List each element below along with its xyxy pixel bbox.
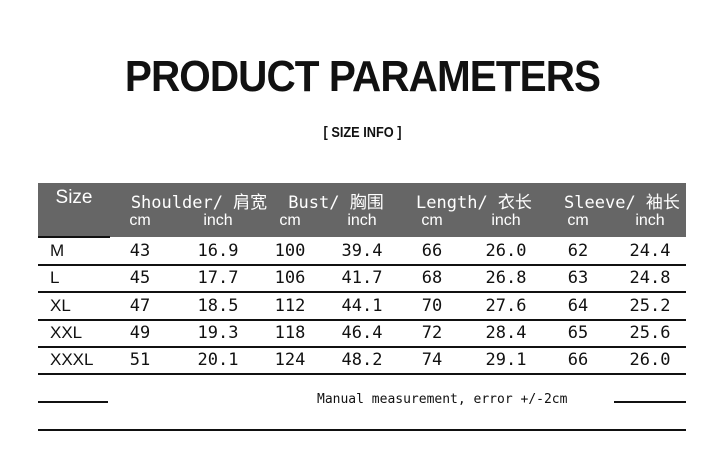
table-cell: 72 [421, 322, 443, 343]
header-sleeve: Sleeve/ 袖长 [564, 193, 680, 213]
table-cell: 46.4 [341, 322, 383, 343]
table-cell: 26.0 [629, 350, 671, 371]
unit-label: cm [421, 212, 443, 229]
table-header [38, 183, 686, 237]
table-cell: 112 [274, 295, 306, 316]
table-cell: 29.1 [485, 350, 527, 371]
table-cell: 106 [274, 268, 306, 289]
row-divider [38, 318, 686, 321]
divider [38, 429, 686, 431]
table-cell: 68 [421, 268, 443, 289]
table-cell: 64 [567, 295, 589, 316]
header-length: Length/ 衣长 [416, 193, 532, 213]
size-label: M [50, 241, 65, 260]
table-cell: 16.9 [197, 241, 239, 261]
subtitle: [ SIZE INFO ] [323, 124, 402, 141]
table-row: XL 47 18.5 112 44.1 70 27.6 64 25.2 [38, 293, 686, 321]
table-row: XXXL 51 20.1 124 48.2 74 29.1 66 26.0 [38, 347, 686, 376]
table-cell: 25.6 [629, 322, 671, 343]
unit-label: inch [347, 212, 377, 229]
unit-label: inch [491, 212, 521, 229]
row-divider [38, 373, 686, 376]
table-cell: 49 [129, 322, 151, 343]
unit-label: inch [635, 212, 665, 229]
table-row: L 45 17.7 106 41.7 68 26.8 63 24.8 [38, 265, 686, 294]
table-cell: 100 [274, 241, 306, 261]
table-cell: 124 [274, 350, 306, 371]
table-cell: 28.4 [485, 322, 527, 343]
table-row: M 43 16.9 100 39.4 66 26.0 62 24.4 [38, 238, 686, 266]
table-cell: 24.4 [629, 241, 671, 261]
unit-label: inch [203, 212, 233, 229]
table-cell: 74 [421, 350, 443, 371]
divider [38, 401, 108, 403]
measurement-note: Manual measurement, error +/-2cm [317, 392, 568, 407]
table-cell: 66 [421, 241, 443, 261]
divider [38, 236, 110, 238]
table-cell: 24.8 [629, 268, 671, 289]
table-cell: 25.2 [629, 295, 671, 316]
table-cell: 26.8 [485, 268, 527, 289]
table-cell: 19.3 [197, 322, 239, 343]
table-cell: 48.2 [341, 350, 383, 371]
table-cell: 118 [274, 322, 306, 343]
size-label: XXL [50, 322, 83, 342]
size-label: XL [50, 295, 71, 315]
unit-label: cm [567, 212, 589, 229]
row-divider [38, 345, 686, 348]
row-divider [38, 291, 686, 294]
unit-label: cm [129, 212, 151, 229]
table-cell: 70 [421, 295, 443, 316]
page-title: PRODUCT PARAMETERS [124, 52, 601, 101]
table-cell: 63 [567, 268, 589, 289]
table-cell: 17.7 [197, 268, 239, 289]
table-cell: 41.7 [341, 268, 383, 289]
table-cell: 62 [567, 241, 589, 261]
table-cell: 45 [129, 268, 151, 289]
size-label: L [50, 268, 60, 288]
table-cell: 26.0 [485, 241, 527, 261]
unit-label: cm [279, 212, 301, 229]
size-label: XXXL [50, 350, 94, 370]
table-cell: 51 [129, 350, 151, 371]
table-cell: 39.4 [341, 241, 383, 261]
table-cell: 43 [129, 241, 151, 261]
table-cell: 65 [567, 322, 589, 343]
row-divider [38, 264, 686, 266]
table-row: XXL 49 19.3 118 46.4 72 28.4 65 25.6 [38, 320, 686, 348]
table-cell: 20.1 [197, 350, 239, 371]
divider [614, 401, 686, 403]
header-shoulder: Shoulder/ 肩宽 [130, 193, 268, 213]
table-cell: 47 [129, 295, 151, 316]
table-cell: 66 [567, 350, 589, 371]
table-cell: 44.1 [341, 295, 383, 316]
table-cell: 27.6 [485, 295, 527, 316]
table-cell: 18.5 [197, 295, 239, 316]
header-bust: Bust/ 胸围 [288, 193, 384, 213]
header-size: Size [55, 187, 93, 208]
